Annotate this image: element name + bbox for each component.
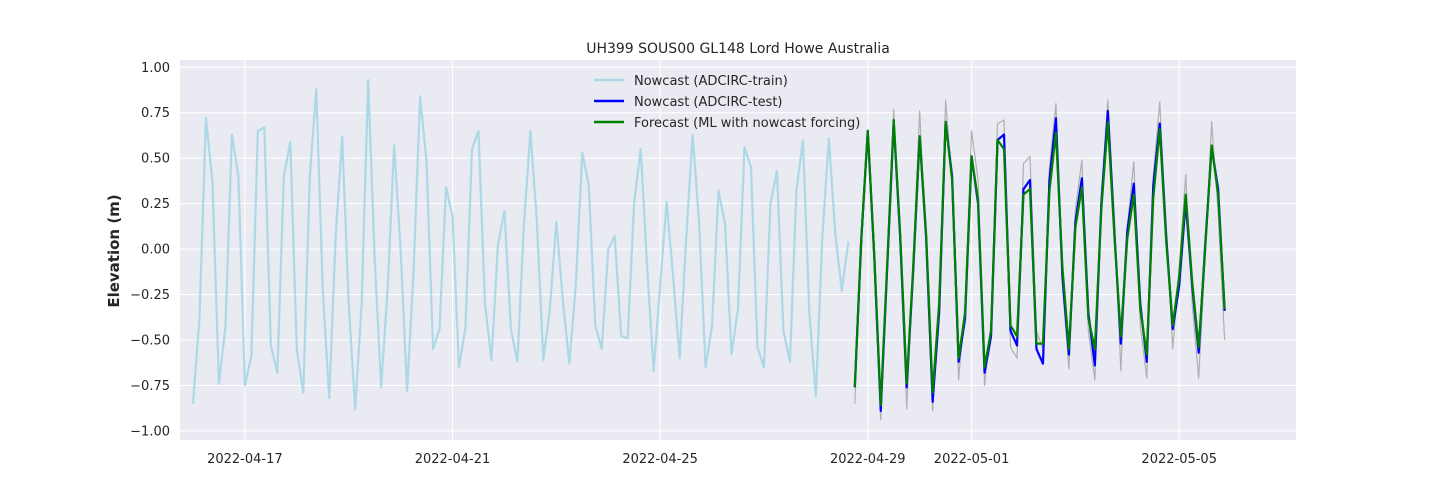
y-tick-label: 0.00 — [141, 243, 170, 258]
x-tick-labels: 2022-04-17 2022-04-21 2022-04-25 2022-04-29… — [207, 452, 1217, 467]
legend-entry-test: Nowcast (ADCIRC-test) — [594, 95, 783, 110]
x-tick-label: 2022-04-25 — [622, 452, 698, 467]
legend-entry-forecast: Forecast (ML with nowcast forcing) — [594, 116, 860, 131]
legend: Nowcast (ADCIRC-train) Nowcast (ADCIRC-t… — [594, 74, 860, 131]
y-tick-label: −0.50 — [130, 334, 170, 349]
legend-entry-train: Nowcast (ADCIRC-train) — [594, 74, 788, 89]
y-tick-label: 1.00 — [141, 61, 170, 76]
x-tick-label: 2022-04-17 — [207, 452, 283, 467]
y-tick-label: −1.00 — [130, 424, 170, 439]
legend-label-forecast: Forecast (ML with nowcast forcing) — [634, 116, 860, 131]
y-tick-label: 0.25 — [141, 197, 170, 212]
x-tick-label: 2022-05-01 — [934, 452, 1010, 467]
y-axis-label: Elevation (m) — [105, 194, 123, 307]
legend-label-train: Nowcast (ADCIRC-train) — [634, 74, 788, 89]
legend-label-test: Nowcast (ADCIRC-test) — [634, 95, 783, 110]
y-tick-label: 0.75 — [141, 106, 170, 121]
y-tick-label: 0.50 — [141, 152, 170, 167]
chart-title: UH399 SOUS00 GL148 Lord Howe Australia — [586, 41, 890, 57]
x-tick-label: 2022-05-05 — [1141, 452, 1217, 467]
x-tick-label: 2022-04-29 — [830, 452, 906, 467]
series-line-forecast — [853, 118, 1226, 407]
y-tick-label: −0.75 — [130, 379, 170, 394]
y-tick-label: −0.25 — [130, 288, 170, 303]
series-line-train — [191, 78, 850, 411]
x-tick-label: 2022-04-21 — [415, 452, 491, 467]
series-layer — [191, 78, 1226, 421]
y-tick-labels: 1.00 0.75 0.50 0.25 0.00 −0.25 −0.50 −0.75 −1.00 — [130, 61, 170, 440]
